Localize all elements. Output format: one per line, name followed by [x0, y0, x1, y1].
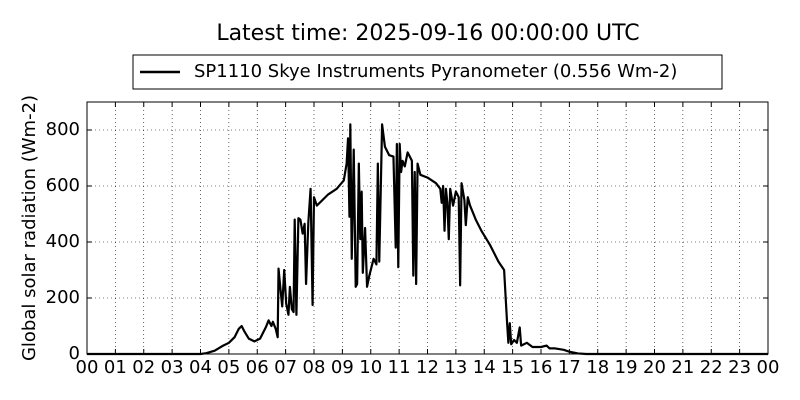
x-tick-label: 11 — [388, 357, 411, 378]
x-tick-label: 22 — [700, 357, 723, 378]
x-tick-label: 04 — [189, 357, 212, 378]
x-tick-label: 06 — [246, 357, 269, 378]
plot-frame — [86, 101, 769, 355]
data-line — [87, 123, 768, 356]
x-tick-label: 00 — [757, 357, 780, 378]
x-tick-label: 13 — [444, 357, 467, 378]
x-tick-label: 03 — [161, 357, 184, 378]
x-tick-label: 16 — [530, 357, 553, 378]
x-tick-label: 05 — [217, 357, 240, 378]
x-tick-label: 20 — [643, 357, 666, 378]
x-tick-label: 08 — [303, 357, 326, 378]
x-tick-label: 23 — [728, 357, 751, 378]
y-tick-label: 800 — [46, 119, 80, 140]
y-tick-label: 200 — [46, 287, 80, 308]
x-tick-label: 15 — [501, 357, 524, 378]
x-tick-label: 09 — [331, 357, 354, 378]
legend-box — [132, 54, 723, 90]
x-tick-label: 02 — [132, 357, 155, 378]
x-tick-label: 10 — [359, 357, 382, 378]
x-tick-label: 00 — [76, 357, 99, 378]
x-tick-label: 18 — [586, 357, 609, 378]
y-tick-label: 600 — [46, 175, 80, 196]
y-tick-label: 400 — [46, 231, 80, 252]
x-tick-label: 01 — [104, 357, 127, 378]
x-tick-label: 14 — [473, 357, 496, 378]
y-axis-label: Global solar radiation (Wm-2) — [19, 95, 40, 361]
x-tick-label: 19 — [615, 357, 638, 378]
x-tick-label: 21 — [671, 357, 694, 378]
legend-label: SP1110 Skye Instruments Pyranometer (0.5… — [194, 61, 677, 82]
x-tick-label: 07 — [274, 357, 297, 378]
x-tick-label: 17 — [558, 357, 581, 378]
y-tick-label: 0 — [69, 343, 80, 364]
x-tick-label: 12 — [416, 357, 439, 378]
chart-title: Latest time: 2025-09-16 00:00:00 UTC — [216, 21, 639, 46]
